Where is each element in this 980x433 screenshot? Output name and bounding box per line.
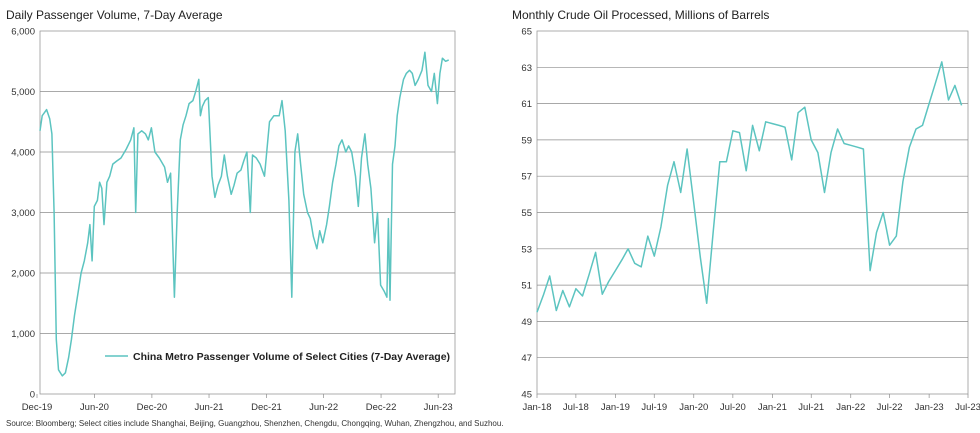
x-tick-label: Jul-21 xyxy=(798,402,824,413)
left-chart-title: Daily Passenger Volume, 7-Day Average xyxy=(6,8,223,22)
y-tick-label: 4,000 xyxy=(11,148,35,159)
source-note: Source: Bloomberg; Select cities include… xyxy=(6,419,504,428)
x-tick-label: Dec-20 xyxy=(137,402,168,413)
y-tick-label: 0 xyxy=(30,390,35,401)
x-tick-label: Jan-18 xyxy=(522,402,551,413)
y-tick-label: 3,000 xyxy=(11,208,35,219)
x-tick-label: Jul-18 xyxy=(563,402,589,413)
y-tick-label: 59 xyxy=(521,135,532,146)
y-tick-label: 57 xyxy=(521,172,532,183)
y-tick-label: 5,000 xyxy=(11,87,35,98)
y-tick-label: 65 xyxy=(521,27,532,38)
x-tick-label: Jul-23 xyxy=(955,402,980,413)
y-tick-label: 6,000 xyxy=(11,27,35,38)
x-tick-label: Jan-22 xyxy=(836,402,865,413)
x-tick-label: Jul-22 xyxy=(877,402,903,413)
series-line xyxy=(39,51,449,377)
right-chart-title: Monthly Crude Oil Processed, Millions of… xyxy=(512,8,770,22)
x-tick-label: Jan-19 xyxy=(601,402,630,413)
y-tick-label: 49 xyxy=(521,317,532,328)
x-tick-label: Jun-21 xyxy=(194,402,223,413)
x-tick-label: Jul-19 xyxy=(641,402,667,413)
x-tick-label: Jun-23 xyxy=(424,402,453,413)
x-tick-label: Dec-19 xyxy=(22,402,53,413)
y-tick-label: 61 xyxy=(521,99,532,110)
legend-label: China Metro Passenger Volume of Select C… xyxy=(133,351,450,363)
x-tick-label: Dec-22 xyxy=(366,402,397,413)
y-tick-label: 55 xyxy=(521,208,532,219)
y-tick-label: 2,000 xyxy=(11,269,35,280)
x-tick-label: Jan-21 xyxy=(758,402,787,413)
x-tick-label: Dec-21 xyxy=(251,402,282,413)
x-tick-label: Jun-20 xyxy=(80,402,109,413)
y-tick-label: 63 xyxy=(521,63,532,74)
y-tick-label: 45 xyxy=(521,390,532,401)
y-tick-label: 53 xyxy=(521,244,532,255)
x-tick-label: Jun-22 xyxy=(309,402,338,413)
y-tick-label: 47 xyxy=(521,353,532,364)
x-tick-label: Jan-20 xyxy=(679,402,708,413)
x-tick-label: Jan-23 xyxy=(915,402,944,413)
x-tick-label: Jul-20 xyxy=(720,402,746,413)
y-tick-label: 1,000 xyxy=(11,329,35,340)
y-tick-label: 51 xyxy=(521,281,532,292)
series-line xyxy=(536,61,963,313)
